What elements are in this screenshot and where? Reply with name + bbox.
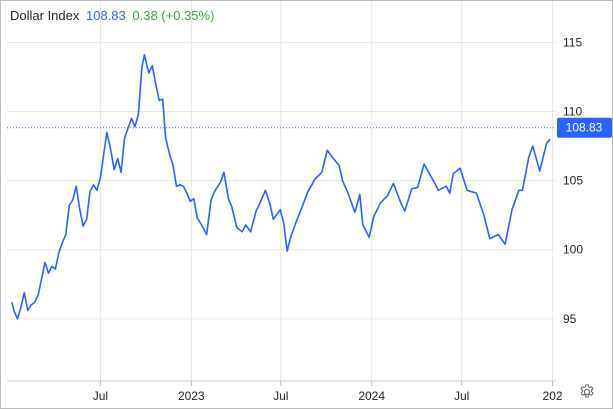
last-value-badge: 108.83 — [557, 117, 612, 138]
y-tick-label: 115 — [563, 35, 582, 49]
y-gridlines — [7, 41, 556, 320]
x-gridlines — [99, 1, 554, 381]
price-change: 0.38 (+0.35%) — [132, 8, 215, 23]
last-value-label: 108.83 — [566, 121, 603, 135]
current-price: 108.83 — [86, 8, 126, 23]
x-axis: Jul 2023 Jul 2024 Jul 202 — [93, 381, 563, 403]
x-tick-label: Jul — [454, 389, 469, 403]
instrument-name: Dollar Index — [10, 8, 80, 23]
y-tick-label: 100 — [563, 243, 583, 257]
x-tick-label: 2024 — [358, 389, 385, 403]
y-tick-label: 95 — [563, 312, 577, 326]
x-tick-label: Jul — [93, 389, 108, 403]
quote-header: Dollar Index 108.83 0.38 (+0.35%) — [10, 8, 214, 24]
series-line[interactable] — [11, 54, 551, 320]
x-tick-label: Jul — [273, 389, 288, 403]
y-tick-label: 110 — [563, 105, 582, 119]
x-tick-label: 2023 — [178, 389, 205, 403]
gear-icon[interactable] — [578, 383, 596, 401]
y-axis: 95 100 105 110 115 — [563, 35, 583, 325]
y-tick-label: 105 — [563, 174, 583, 188]
last-value-badge-bg — [557, 117, 612, 138]
x-tick-label: 202 — [543, 389, 563, 403]
